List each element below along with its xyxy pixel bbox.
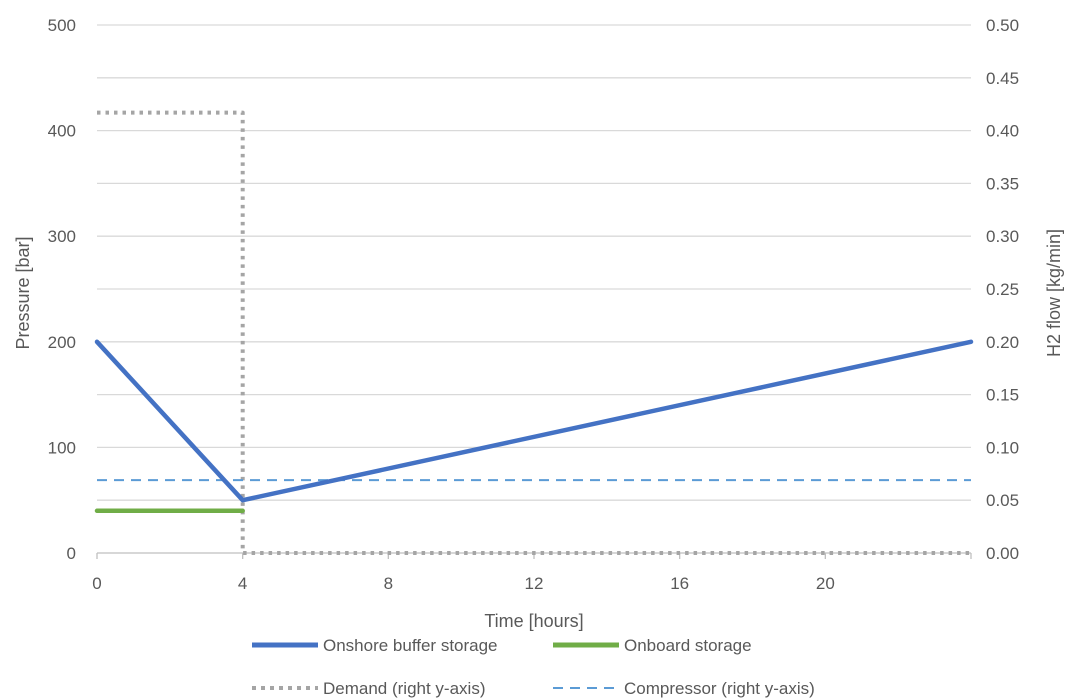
legend-label-compressor: Compressor (right y-axis) (624, 679, 815, 698)
y-right-tick-label: 0.10 (986, 438, 1019, 457)
x-axis-ticks: 0 4 8 12 16 20 (92, 574, 835, 593)
x-tick-label: 4 (238, 574, 247, 593)
x-axis-title: Time [hours] (484, 611, 583, 631)
x-tick-label: 8 (384, 574, 393, 593)
y-right-tick-label: 0.35 (986, 174, 1019, 193)
y-right-tick-label: 0.50 (986, 16, 1019, 35)
grid-lines (96, 24, 972, 559)
y-left-tick-label: 0 (67, 544, 76, 563)
y-right-tick-label: 0.20 (986, 333, 1019, 352)
y-right-tick-label: 0.45 (986, 69, 1019, 88)
x-tick-label: 0 (92, 574, 101, 593)
y-right-tick-label: 0.15 (986, 386, 1019, 405)
y-left-tick-label: 300 (48, 227, 76, 246)
y-left-tick-label: 500 (48, 16, 76, 35)
legend-label-onboard: Onboard storage (624, 636, 752, 655)
right-axis-ticks: 0.00 0.05 0.10 0.15 0.20 0.25 0.30 0.35 0.40 0.45… (986, 16, 1019, 563)
legend: Onshore buffer storage Onboard storage D… (252, 636, 815, 698)
y-left-tick-label: 400 (48, 122, 76, 141)
left-axis-ticks: 0 100 200 300 400 500 (48, 16, 76, 563)
y-right-tick-label: 0.05 (986, 491, 1019, 510)
legend-label-onshore: Onshore buffer storage (323, 636, 498, 655)
x-tick-label: 12 (525, 574, 544, 593)
y-right-tick-label: 0.25 (986, 280, 1019, 299)
y-axis-right-title: H2 flow [kg/min] (1044, 229, 1064, 357)
y-right-tick-label: 0.30 (986, 227, 1019, 246)
series-layer (94, 110, 974, 555)
series-line-onshore-buffer-storage (94, 339, 974, 503)
legend-label-demand: Demand (right y-axis) (323, 679, 486, 698)
y-left-tick-label: 200 (48, 333, 76, 352)
x-tick-label: 20 (816, 574, 835, 593)
y-right-tick-label: 0.40 (986, 122, 1019, 141)
x-tick-label: 16 (670, 574, 689, 593)
y-right-tick-label: 0.00 (986, 544, 1019, 563)
y-left-tick-label: 100 (48, 438, 76, 457)
series-line-demand-right-y-axis (97, 110, 971, 555)
y-axis-left-title: Pressure [bar] (13, 236, 33, 349)
